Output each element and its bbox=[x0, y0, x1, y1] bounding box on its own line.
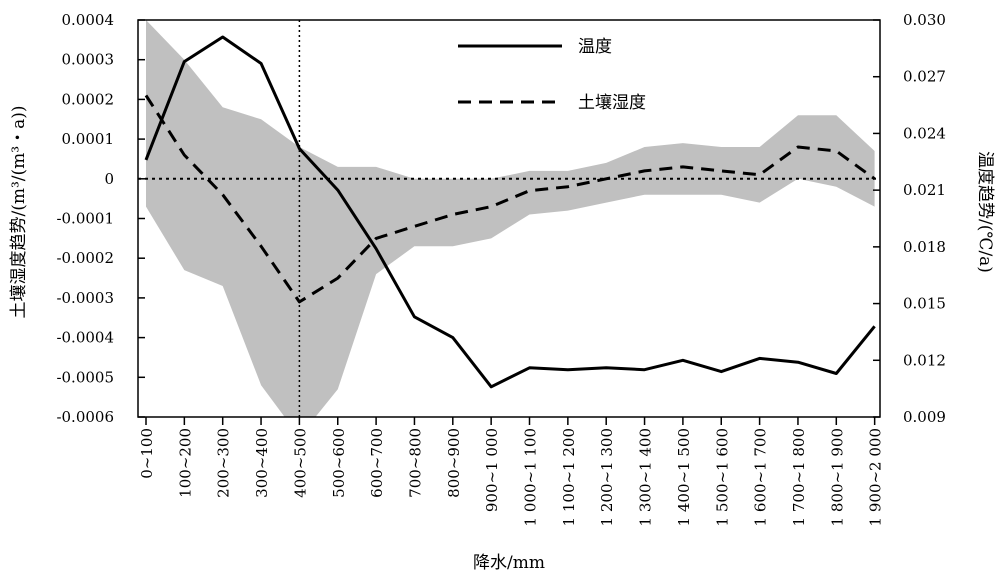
left-axis-tick-label: -0.0004 bbox=[56, 329, 114, 347]
soil-moisture-range-band bbox=[146, 20, 875, 417]
left-axis-title: 土壤湿度趋势/(m³/(m³・a)) bbox=[8, 106, 29, 319]
x-axis-tick-label: 600~700 bbox=[368, 428, 386, 498]
left-axis-tick-label: 0.0004 bbox=[62, 11, 115, 29]
legend: 温度 土壤湿度 bbox=[458, 37, 646, 113]
left-axis-tick-label: -0.0005 bbox=[56, 368, 114, 386]
x-axis-tick-label: 900~1 000 bbox=[483, 428, 501, 512]
x-axis-tick-label: 1 600~1 700 bbox=[752, 428, 770, 526]
left-axis-tick-label: 0.0002 bbox=[62, 90, 115, 108]
left-axis-tick-label: 0.0001 bbox=[62, 130, 115, 148]
x-axis-tick-label: 100~200 bbox=[176, 428, 194, 498]
right-axis-tick-label: 0.009 bbox=[903, 408, 946, 426]
left-axis-tick-label: -0.0001 bbox=[56, 210, 114, 228]
left-axis-tick-label: -0.0002 bbox=[56, 249, 114, 267]
x-axis-tick-label: 1 100~1 200 bbox=[560, 428, 578, 526]
left-axis-tick-label: -0.0003 bbox=[56, 289, 114, 307]
right-axis-tick-label: 0.030 bbox=[903, 11, 946, 29]
right-axis-tick-label: 0.015 bbox=[903, 295, 946, 313]
x-axis-tick-label: 1 800~1 900 bbox=[828, 428, 846, 526]
x-axis-tick-label: 1 000~1 100 bbox=[522, 428, 540, 526]
right-axis-tick-label: 0.027 bbox=[903, 68, 946, 86]
x-axis-tick-label: 200~300 bbox=[215, 428, 233, 498]
left-axis: -0.0006 -0.0005 -0.0004 -0.0003 -0.0002 -0.00… bbox=[56, 11, 145, 426]
right-axis-tick-label: 0.018 bbox=[903, 238, 946, 256]
x-axis-tick-label: 1 500~1 600 bbox=[713, 428, 731, 526]
left-axis-tick-label: 0 bbox=[104, 170, 114, 188]
x-axis: 0~100 100~200 200~300 300~400 400~500 500~600… bbox=[138, 417, 885, 526]
series-layer bbox=[144, 35, 876, 389]
legend-label-soil-moisture: 土壤湿度 bbox=[578, 92, 646, 113]
reference-lines bbox=[138, 20, 880, 417]
right-axis: 0.009 0.012 0.015 0.018 0.021 0.024 0.027 0.030 bbox=[873, 11, 946, 426]
left-axis-tick-label: 0.0003 bbox=[62, 51, 115, 69]
right-axis-title: 温度趋势/(℃/a) bbox=[975, 151, 995, 273]
temperature-trend-line bbox=[144, 35, 876, 389]
right-axis-tick-label: 0.012 bbox=[903, 351, 946, 369]
legend-label-temperature: 温度 bbox=[578, 37, 612, 57]
confidence-band-layer bbox=[146, 20, 875, 417]
x-axis-tick-label: 1 400~1 500 bbox=[675, 428, 693, 526]
soil-moisture-trend-line bbox=[144, 94, 876, 304]
right-axis-tick-label: 0.021 bbox=[903, 181, 946, 199]
x-axis-tick-label: 700~800 bbox=[406, 428, 424, 498]
x-axis-tick-label: 1 200~1 300 bbox=[598, 428, 616, 526]
x-axis-title: 降水/mm bbox=[473, 553, 545, 573]
right-axis-tick-label: 0.024 bbox=[903, 124, 946, 142]
x-axis-tick-label: 1 700~1 800 bbox=[790, 428, 808, 526]
left-axis-tick-label: -0.0006 bbox=[56, 408, 114, 426]
x-axis-tick-label: 500~600 bbox=[330, 428, 348, 498]
x-axis-tick-label: 0~100 bbox=[138, 428, 156, 479]
x-axis-tick-label: 400~500 bbox=[291, 428, 309, 498]
x-axis-tick-label: 300~400 bbox=[253, 428, 271, 498]
x-axis-tick-label: 1 900~2 000 bbox=[867, 428, 885, 526]
x-axis-tick-label: 1 300~1 400 bbox=[637, 428, 655, 526]
x-axis-tick-label: 800~900 bbox=[445, 428, 463, 498]
